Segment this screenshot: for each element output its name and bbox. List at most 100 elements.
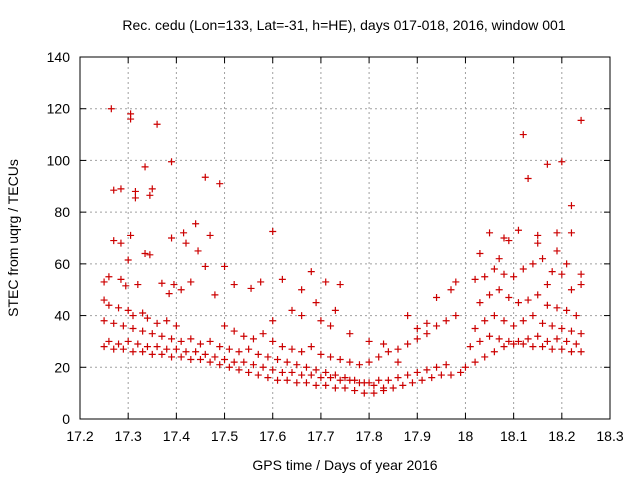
data-point	[433, 363, 441, 371]
x-tick-label: 17.8	[355, 428, 382, 444]
data-point	[524, 296, 532, 304]
data-point	[259, 363, 267, 371]
data-point	[567, 348, 575, 356]
data-point	[322, 381, 330, 389]
data-point	[110, 186, 118, 194]
data-point	[375, 353, 383, 361]
data-point	[264, 353, 272, 361]
data-point	[514, 337, 522, 345]
data-point	[269, 317, 277, 325]
data-point	[331, 306, 339, 314]
data-point	[505, 337, 513, 345]
data-point	[553, 229, 561, 237]
data-point	[331, 371, 339, 379]
data-point	[298, 371, 306, 379]
data-point	[336, 376, 344, 384]
grid	[80, 57, 610, 419]
data-point	[141, 163, 149, 171]
data-point	[346, 358, 354, 366]
data-point	[534, 291, 542, 299]
data-point	[216, 361, 224, 369]
x-tick-label: 18	[458, 428, 474, 444]
data-point	[341, 374, 349, 382]
data-point	[423, 330, 431, 338]
data-point	[355, 361, 363, 369]
data-point	[495, 255, 503, 263]
data-point	[360, 389, 368, 397]
data-point	[389, 384, 397, 392]
data-point	[254, 350, 262, 358]
data-point	[336, 281, 344, 289]
data-point	[182, 348, 190, 356]
data-point	[158, 279, 166, 287]
y-tick-label: 80	[54, 204, 70, 220]
data-point	[158, 332, 166, 340]
data-point	[495, 335, 503, 343]
data-point	[211, 353, 219, 361]
chart-title: Rec. cedu (Lon=133, Lat=-31, h=HE), days…	[122, 17, 565, 33]
data-point	[399, 381, 407, 389]
data-point	[153, 319, 161, 327]
data-point	[486, 291, 494, 299]
data-point	[196, 356, 204, 364]
data-point	[524, 335, 532, 343]
data-point	[105, 301, 113, 309]
data-point	[567, 286, 575, 294]
data-point	[107, 105, 115, 113]
data-point	[127, 115, 135, 123]
data-point	[110, 319, 118, 327]
data-point	[481, 353, 489, 361]
data-point	[245, 368, 253, 376]
data-point	[543, 281, 551, 289]
data-point	[259, 330, 267, 338]
data-point	[117, 275, 125, 283]
data-point	[428, 374, 436, 382]
data-point	[249, 361, 257, 369]
data-point	[158, 350, 166, 358]
data-point	[201, 262, 209, 270]
data-point	[327, 374, 335, 382]
data-point	[100, 278, 108, 286]
y-tick-label: 60	[54, 256, 70, 272]
data-point	[134, 340, 142, 348]
data-point	[543, 337, 551, 345]
data-point	[317, 350, 325, 358]
data-point	[131, 187, 139, 195]
x-tick-label: 18.1	[500, 428, 527, 444]
data-point	[117, 239, 125, 247]
data-point	[122, 282, 130, 290]
data-point	[543, 160, 551, 168]
data-point	[510, 322, 518, 330]
data-point	[134, 281, 142, 289]
data-point	[302, 379, 310, 387]
data-point	[548, 322, 556, 330]
data-points	[100, 105, 585, 397]
data-point	[196, 340, 204, 348]
data-point	[170, 281, 178, 289]
data-point	[423, 319, 431, 327]
data-point	[293, 379, 301, 387]
data-point	[365, 337, 373, 345]
data-point	[192, 220, 200, 228]
data-point	[245, 345, 253, 353]
data-point	[490, 312, 498, 320]
plot-frame	[79, 56, 611, 420]
data-point	[131, 194, 139, 202]
data-point	[100, 343, 108, 351]
data-point	[529, 343, 537, 351]
data-point	[471, 275, 479, 283]
y-tick-label: 100	[47, 152, 71, 168]
data-point	[257, 278, 265, 286]
data-point	[143, 314, 151, 322]
data-point	[288, 306, 296, 314]
data-point	[225, 345, 233, 353]
data-point	[177, 337, 185, 345]
data-point	[539, 319, 547, 327]
data-point	[168, 234, 176, 242]
data-point	[577, 330, 585, 338]
y-tick-label: 140	[47, 49, 71, 65]
data-point	[510, 273, 518, 281]
data-point	[577, 281, 585, 289]
data-point	[519, 340, 527, 348]
